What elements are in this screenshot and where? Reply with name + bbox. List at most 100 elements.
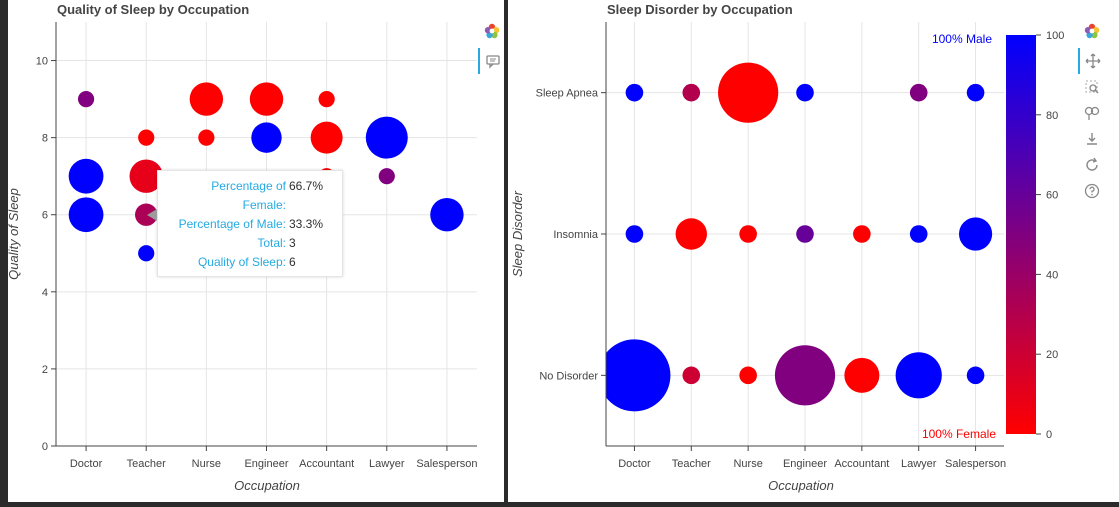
x-tick-label: Teacher [672, 458, 711, 470]
colorbar-tick-label: 100 [1046, 30, 1064, 42]
x-tick-label: Salesperson [945, 458, 1006, 470]
colorbar-tick-label: 80 [1046, 110, 1058, 122]
data-point[interactable] [77, 90, 95, 108]
tooltip-row: Total: 3 [257, 236, 296, 250]
left-chart-panel: Quality of Sleep by Occupation 0 2 4 6 8 10 D… [6, 0, 506, 502]
right-toolbar [1078, 18, 1106, 204]
x-tick-label: Accountant [299, 458, 354, 470]
data-point[interactable] [189, 82, 224, 116]
data-point[interactable] [796, 83, 814, 102]
box-zoom-icon [1085, 80, 1099, 94]
tooltip-row: Quality of Sleep: 6 [197, 255, 296, 269]
data-point[interactable] [909, 83, 928, 102]
right-x-axis-label: Occupation [768, 478, 834, 493]
data-point[interactable] [796, 225, 814, 243]
male-annotation: 100% Male [932, 32, 992, 46]
data-point[interactable] [966, 366, 985, 385]
data-point[interactable] [430, 198, 464, 232]
data-point[interactable] [718, 62, 779, 123]
y-tick-label: Insomnia [553, 229, 599, 241]
data-point[interactable] [895, 352, 942, 399]
hover-tool-button[interactable] [478, 48, 506, 74]
colorbar [1006, 35, 1036, 434]
data-point[interactable] [625, 225, 644, 243]
y-tick-label: 0 [42, 441, 48, 453]
data-point[interactable] [68, 158, 104, 194]
x-tick-label: Lawyer [369, 458, 405, 470]
data-point[interactable] [958, 217, 993, 251]
right-y-axis-label: Sleep Disorder [510, 190, 525, 277]
data-point[interactable] [774, 345, 836, 406]
data-point[interactable] [251, 122, 282, 153]
y-tick-label: 6 [42, 210, 48, 222]
tooltip-row: Percentage of Male: 33.3% [178, 217, 324, 231]
data-point[interactable] [853, 225, 871, 243]
right-chart-panel: Sleep Disorder by Occupation No Disorder… [508, 0, 1119, 502]
data-point[interactable] [318, 90, 335, 108]
left-x-ticks: Doctor Teacher Nurse Engineer Accountant Lawy… [70, 446, 478, 470]
x-tick-label: Engineer [244, 458, 288, 470]
data-point[interactable] [625, 83, 644, 102]
data-point[interactable] [682, 83, 701, 102]
data-point[interactable] [682, 366, 701, 385]
data-point[interactable] [378, 168, 395, 185]
x-tick-label: Teacher [127, 458, 166, 470]
right-chart-title: Sleep Disorder by Occupation [607, 2, 793, 17]
female-annotation: 100% Female [922, 427, 996, 441]
data-point[interactable] [129, 159, 163, 193]
bokeh-logo-icon[interactable] [1079, 18, 1105, 44]
x-tick-label: Nurse [733, 458, 762, 470]
hover-tooltip: Percentage of Female: 66.7% Percentage of… [147, 170, 343, 277]
data-point[interactable] [138, 245, 155, 262]
x-tick-label: Doctor [70, 458, 103, 470]
hover-comment-icon [486, 55, 500, 69]
data-point[interactable] [598, 339, 671, 412]
y-tick-label: No Disorder [539, 370, 598, 382]
y-tick-label: 8 [42, 133, 48, 145]
save-icon [1087, 133, 1097, 145]
wheel-zoom-tool-button[interactable] [1079, 100, 1105, 126]
left-y-axis-label: Quality of Sleep [8, 188, 21, 280]
x-tick-label: Nurse [192, 458, 221, 470]
data-point[interactable] [68, 197, 104, 233]
pan-icon [1085, 53, 1101, 69]
data-point[interactable] [198, 129, 215, 146]
data-point[interactable] [310, 121, 343, 154]
colorbar-tick-label: 40 [1046, 269, 1058, 281]
x-tick-label: Salesperson [416, 458, 477, 470]
left-x-axis-label: Occupation [234, 478, 300, 493]
colorbar-tick-label: 60 [1046, 190, 1058, 202]
data-point[interactable] [844, 357, 880, 393]
save-tool-button[interactable] [1079, 126, 1105, 152]
data-point[interactable] [966, 83, 985, 102]
right-y-ticks: No Disorder Insomnia Sleep Apnea [536, 88, 606, 382]
left-chart-title: Quality of Sleep by Occupation [57, 2, 249, 17]
x-tick-label: Lawyer [901, 458, 937, 470]
y-tick-label: 10 [36, 56, 48, 68]
y-tick-label: 4 [42, 287, 48, 299]
data-point[interactable] [365, 116, 408, 159]
data-point[interactable] [739, 366, 757, 385]
colorbar-tick-label: 0 [1046, 429, 1052, 441]
x-tick-label: Engineer [783, 458, 827, 470]
bokeh-logo-icon[interactable] [479, 18, 505, 44]
x-tick-label: Doctor [618, 458, 651, 470]
colorbar-ticks: 0 20 40 60 80 100 [1036, 30, 1064, 441]
tooltip-row: Percentage of Female: 66.7% [211, 179, 324, 212]
x-tick-label: Accountant [834, 458, 889, 470]
data-point[interactable] [739, 225, 757, 243]
data-point[interactable] [249, 82, 284, 116]
reset-tool-button[interactable] [1079, 152, 1105, 178]
data-point[interactable] [909, 225, 928, 243]
wheel-zoom-icon [1084, 106, 1100, 120]
pan-tool-button[interactable] [1078, 48, 1106, 74]
y-tick-label: Sleep Apnea [536, 88, 599, 100]
help-tool-button[interactable] [1079, 178, 1105, 204]
colorbar-tick-label: 20 [1046, 349, 1058, 361]
box-zoom-tool-button[interactable] [1079, 74, 1105, 100]
right-x-ticks: Doctor Teacher Nurse Engineer Accountant Lawy… [618, 446, 1006, 470]
sleep-disorder-chart: Sleep Disorder by Occupation No Disorder… [510, 2, 1064, 493]
data-point[interactable] [138, 129, 155, 146]
data-point[interactable] [675, 218, 707, 250]
left-y-ticks: 0 2 4 6 8 10 [36, 56, 56, 453]
